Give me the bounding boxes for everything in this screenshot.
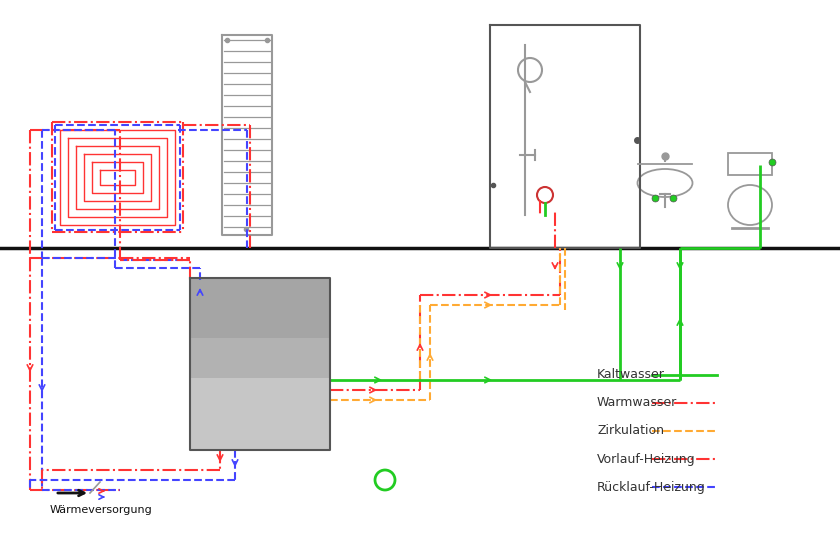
Text: Vorlauf-Heizung: Vorlauf-Heizung [597,452,696,465]
Text: Rücklauf-Heizung: Rücklauf-Heizung [597,480,706,493]
Text: Zirkulation: Zirkulation [597,424,664,437]
Text: Kaltwasser: Kaltwasser [597,368,665,381]
Bar [728,153,772,175]
Text: Warmwasser: Warmwasser [597,396,677,409]
Text: Wärmeversorgung: Wärmeversorgung [50,505,153,515]
